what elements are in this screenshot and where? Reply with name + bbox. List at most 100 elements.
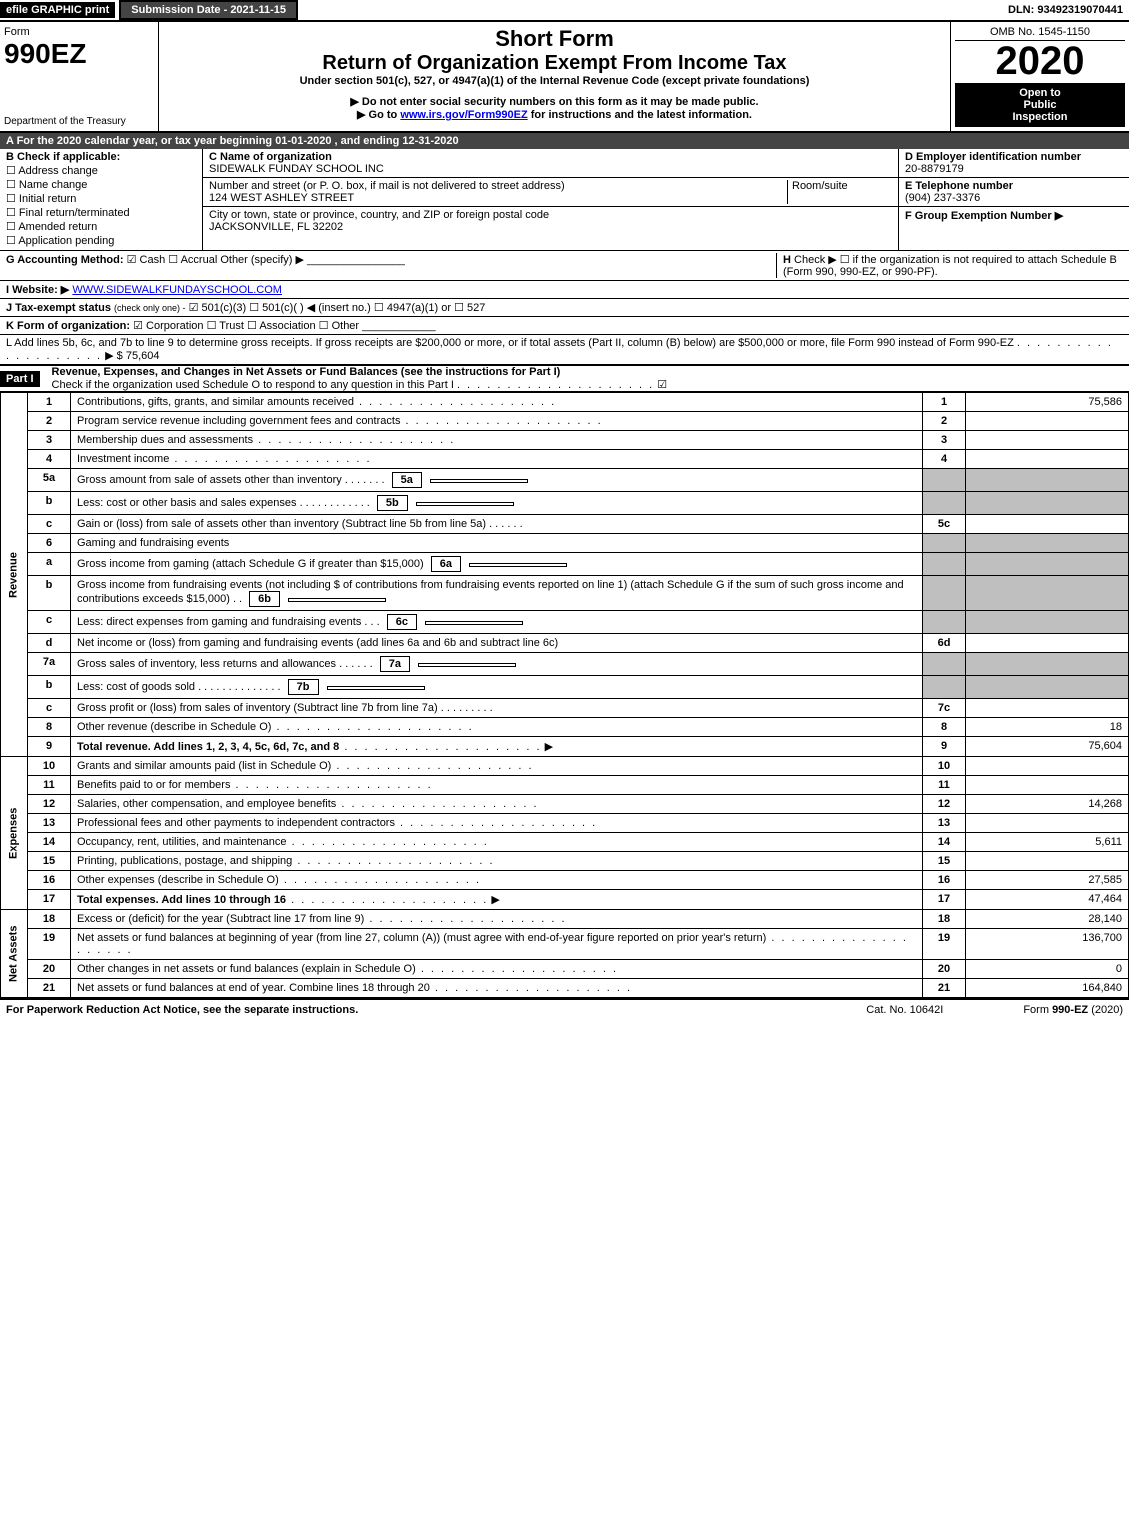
j-527[interactable]: 527 xyxy=(454,302,485,314)
chk-final[interactable]: Final return/terminated xyxy=(6,206,196,219)
line-ref: 5c xyxy=(923,515,966,534)
line-amt: 164,840 xyxy=(966,979,1129,998)
line-ref: 14 xyxy=(923,833,966,852)
part1-checkbox[interactable] xyxy=(657,379,667,391)
j-501c3[interactable]: 501(c)(3) xyxy=(189,302,247,314)
line-ref xyxy=(923,611,966,634)
form-word: Form xyxy=(4,26,154,38)
line-desc: Net assets or fund balances at end of ye… xyxy=(71,979,923,998)
tax-period: A For the 2020 calendar year, or tax yea… xyxy=(0,133,1129,149)
line-num: 5a xyxy=(28,469,71,492)
line-amt xyxy=(966,534,1129,553)
addr-label: Number and street (or P. O. box, if mail… xyxy=(209,180,565,192)
line-ref xyxy=(923,492,966,515)
part1-dots xyxy=(457,379,654,391)
line-desc: Total revenue. Add lines 1, 2, 3, 4, 5c,… xyxy=(71,737,923,757)
k-corp[interactable]: Corporation xyxy=(133,320,203,332)
line-amt: 28,140 xyxy=(966,910,1129,929)
row-gh: G Accounting Method: Cash Accrual Other … xyxy=(0,251,1129,281)
row-j: J Tax-exempt status (check only one) - 5… xyxy=(0,299,1129,317)
l-amount: $ 75,604 xyxy=(117,350,160,362)
street: 124 WEST ASHLEY STREET xyxy=(209,192,354,204)
g-cash[interactable]: Cash xyxy=(127,254,166,266)
irs-link[interactable]: www.irs.gov/Form990EZ xyxy=(400,109,527,121)
f-label: F Group Exemption Number ▶ xyxy=(905,210,1063,222)
chk-app-pending[interactable]: Application pending xyxy=(6,234,196,247)
line-num: b xyxy=(28,676,71,699)
line-amt xyxy=(966,611,1129,634)
c-label: C Name of organization xyxy=(209,151,332,163)
chk-initial[interactable]: Initial return xyxy=(6,192,196,205)
k-other[interactable]: Other xyxy=(319,320,359,332)
open3: Inspection xyxy=(959,111,1121,123)
lines-table: Revenue 1 Contributions, gifts, grants, … xyxy=(0,392,1129,998)
line-desc: Occupancy, rent, utilities, and maintena… xyxy=(71,833,923,852)
line-amt xyxy=(966,450,1129,469)
line-desc: Investment income xyxy=(71,450,923,469)
j-501c[interactable]: 501(c)( ) ◀ (insert no.) xyxy=(249,302,371,314)
line-ref: 1 xyxy=(923,393,966,412)
line-ref xyxy=(923,576,966,611)
line-desc: Contributions, gifts, grants, and simila… xyxy=(71,393,923,412)
line-ref: 18 xyxy=(923,910,966,929)
line-num: 2 xyxy=(28,412,71,431)
chk-address[interactable]: Address change xyxy=(6,164,196,177)
website-link[interactable]: WWW.SIDEWALKFUNDAYSCHOOL.COM xyxy=(72,284,282,296)
top-bar: efile GRAPHIC print Submission Date - 20… xyxy=(0,0,1129,22)
k-assoc[interactable]: Association xyxy=(247,320,316,332)
line-amt xyxy=(966,776,1129,795)
line-amt: 136,700 xyxy=(966,929,1129,960)
line-amt xyxy=(966,515,1129,534)
dept-treasury: Department of the Treasury xyxy=(4,116,126,127)
line-ref: 8 xyxy=(923,718,966,737)
g-label: G Accounting Method: xyxy=(6,254,124,266)
line-amt: 75,586 xyxy=(966,393,1129,412)
goto-post: for instructions and the latest informat… xyxy=(528,109,752,121)
line-num: 17 xyxy=(28,890,71,910)
j-note: (check only one) - xyxy=(114,303,186,313)
line-num: b xyxy=(28,492,71,515)
k-trust[interactable]: Trust xyxy=(207,320,244,332)
line-num: c xyxy=(28,515,71,534)
g-accounting: G Accounting Method: Cash Accrual Other … xyxy=(6,253,776,278)
line-ref xyxy=(923,653,966,676)
chk-amended[interactable]: Amended return xyxy=(6,220,196,233)
h-schedule-b: H Check ▶ ☐ if the organization is not r… xyxy=(776,253,1123,278)
line-num: 3 xyxy=(28,431,71,450)
row-k: K Form of organization: Corporation Trus… xyxy=(0,317,1129,335)
line-amt: 27,585 xyxy=(966,871,1129,890)
phone: (904) 237-3376 xyxy=(905,192,980,204)
l-text: L Add lines 5b, 6c, and 7b to line 9 to … xyxy=(6,337,1014,349)
line-num: c xyxy=(28,611,71,634)
chk-name[interactable]: Name change xyxy=(6,178,196,191)
g-accrual[interactable]: Accrual xyxy=(168,254,217,266)
line-desc: Salaries, other compensation, and employ… xyxy=(71,795,923,814)
j-4947[interactable]: 4947(a)(1) or xyxy=(374,302,451,314)
line-num: 14 xyxy=(28,833,71,852)
line-num: 10 xyxy=(28,757,71,776)
line-ref: 4 xyxy=(923,450,966,469)
right-info: D Employer identification number 20-8879… xyxy=(898,149,1129,250)
city-label: City or town, state or province, country… xyxy=(209,209,549,221)
address-cell: Number and street (or P. O. box, if mail… xyxy=(203,178,898,207)
line-num: 12 xyxy=(28,795,71,814)
header-center: Short Form Return of Organization Exempt… xyxy=(159,22,950,131)
d-label: D Employer identification number xyxy=(905,151,1081,163)
line-num: 1 xyxy=(28,393,71,412)
line-desc: Total expenses. Add lines 10 through 16 … xyxy=(71,890,923,910)
line-amt xyxy=(966,469,1129,492)
footer-left: For Paperwork Reduction Act Notice, see … xyxy=(6,1004,358,1016)
line-amt xyxy=(966,699,1129,718)
line-ref xyxy=(923,469,966,492)
open-to-public: Open to Public Inspection xyxy=(955,83,1125,127)
line-desc: Net income or (loss) from gaming and fun… xyxy=(71,634,923,653)
line-ref: 20 xyxy=(923,960,966,979)
line-num: 6 xyxy=(28,534,71,553)
line-desc: Membership dues and assessments xyxy=(71,431,923,450)
line-desc: Grants and similar amounts paid (list in… xyxy=(71,757,923,776)
efile-label: efile GRAPHIC print xyxy=(0,2,115,18)
revenue-side-label: Revenue xyxy=(1,393,28,757)
line-num: 8 xyxy=(28,718,71,737)
line-num: 11 xyxy=(28,776,71,795)
line-amt: 47,464 xyxy=(966,890,1129,910)
